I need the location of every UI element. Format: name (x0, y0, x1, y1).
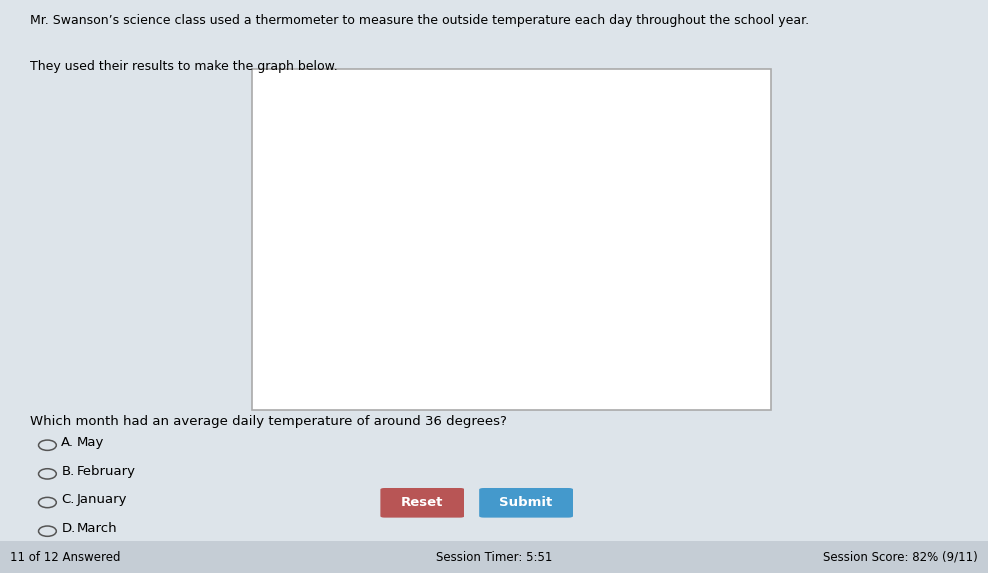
Bar (545, 282, 573, 375)
Text: February: February (77, 465, 136, 477)
Bar (672, 234, 699, 375)
Bar (336, 134, 364, 375)
Bar (378, 148, 405, 375)
Text: C.: C. (61, 493, 75, 506)
Text: Which month had an average daily temperature of around 36 degrees?: Which month had an average daily tempera… (30, 415, 507, 429)
Text: May: May (77, 436, 105, 449)
Bar (462, 191, 489, 375)
Bar (504, 253, 532, 375)
Text: A.: A. (61, 436, 74, 449)
Bar (588, 296, 615, 375)
Text: Reset: Reset (401, 496, 444, 509)
Text: March: March (77, 522, 118, 535)
Text: 11 of 12 Answered: 11 of 12 Answered (10, 551, 121, 564)
FancyBboxPatch shape (380, 488, 464, 517)
Text: B.: B. (61, 465, 74, 477)
Bar (713, 191, 741, 375)
Text: Submit: Submit (500, 496, 552, 509)
Bar (629, 270, 657, 375)
Title: Average Monthly Temperature: Average Monthly Temperature (434, 74, 643, 88)
FancyBboxPatch shape (479, 488, 573, 517)
Text: D.: D. (61, 522, 75, 535)
Text: They used their results to make the graph below.: They used their results to make the grap… (30, 60, 337, 73)
Bar (420, 163, 448, 375)
Text: Session Timer: 5:51: Session Timer: 5:51 (436, 551, 552, 564)
Text: Session Score: 82% (9/11): Session Score: 82% (9/11) (823, 551, 978, 564)
Text: January: January (77, 493, 127, 506)
Text: Mr. Swanson’s science class used a thermometer to measure the outside temperatur: Mr. Swanson’s science class used a therm… (30, 14, 809, 28)
Y-axis label: Temperature (°F): Temperature (°F) (270, 183, 283, 284)
